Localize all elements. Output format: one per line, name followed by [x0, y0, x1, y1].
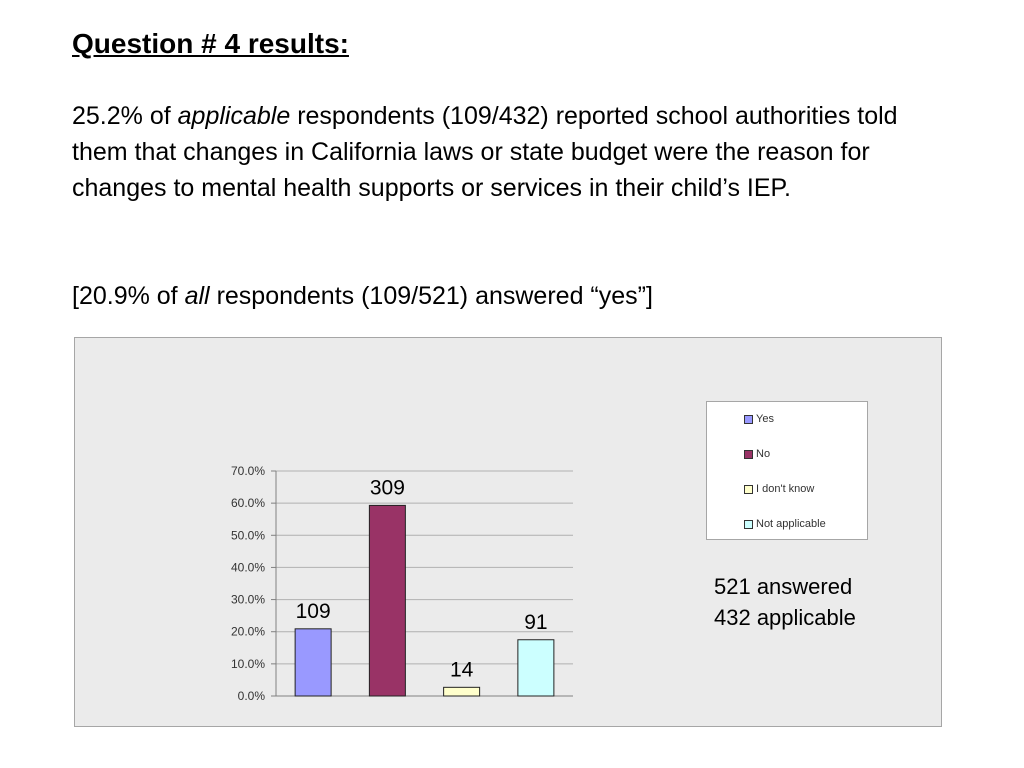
response-counts: 521 answered 432 applicable: [714, 571, 856, 633]
y-tick-label: 70.0%: [231, 464, 265, 478]
summary-emphasis: applicable: [177, 102, 291, 130]
legend-item-dont-know: I don't know: [744, 482, 814, 496]
legend-item-not-applicable: Not applicable: [744, 517, 826, 531]
chart-area: 70.0% 60.0% 50.0% 40.0% 30.0% 20.0% 10.0% 0.0% 1…: [74, 337, 942, 727]
all-respondents-note: [20.9% of all respondents (109/521) answ…: [72, 278, 653, 314]
legend-label-dont-know: I don't know: [756, 483, 815, 495]
bar: [294, 628, 332, 697]
chart-legend: Yes No I don't know Not applicable: [706, 401, 868, 540]
y-tick-label: 40.0%: [231, 560, 265, 574]
y-tick-label: 10.0%: [231, 657, 265, 671]
bar-data-label: 109: [296, 600, 331, 623]
answered-count: 521 answered: [714, 574, 853, 599]
legend-label-yes: Yes: [756, 413, 774, 425]
y-tick-label: 50.0%: [231, 528, 265, 542]
bar: [517, 639, 555, 697]
summary-percent: 25.2% of: [72, 102, 171, 130]
summary-paragraph: 25.2% of applicable respondents (109/432…: [72, 98, 952, 206]
applicable-count: 432 applicable: [714, 605, 856, 630]
legend-label-not-applicable: Not applicable: [756, 518, 826, 530]
y-tick-label: 0.0%: [238, 689, 266, 703]
note-text: respondents (109/521) answered “yes”]: [216, 282, 653, 310]
bar: [443, 686, 481, 697]
slide-title: Question # 4 results:: [72, 28, 349, 59]
legend-item-no: No: [744, 447, 770, 461]
legend-item-yes: Yes: [744, 412, 774, 426]
bar-chart: 70.0% 60.0% 50.0% 40.0% 30.0% 20.0% 10.0% 0.0% 1…: [231, 464, 573, 703]
bar-data-label: 309: [370, 476, 405, 499]
summary-text: respondents (109/432) reported school au…: [72, 102, 898, 202]
bar: [368, 504, 406, 697]
y-tick-label: 30.0%: [231, 593, 265, 607]
note-emphasis: all: [184, 282, 210, 310]
y-tick-label: 20.0%: [231, 625, 265, 639]
note-percent: [20.9% of: [72, 282, 178, 310]
legend-swatch-dont-know: [744, 484, 753, 494]
legend-swatch-not-applicable: [744, 519, 753, 529]
legend-swatch-no: [744, 449, 753, 459]
bar-data-label: 14: [450, 658, 474, 681]
legend-label-no: No: [756, 448, 771, 460]
bar-data-label: 91: [524, 611, 547, 634]
y-tick-label: 60.0%: [231, 496, 265, 510]
legend-swatch-yes: [744, 414, 753, 424]
